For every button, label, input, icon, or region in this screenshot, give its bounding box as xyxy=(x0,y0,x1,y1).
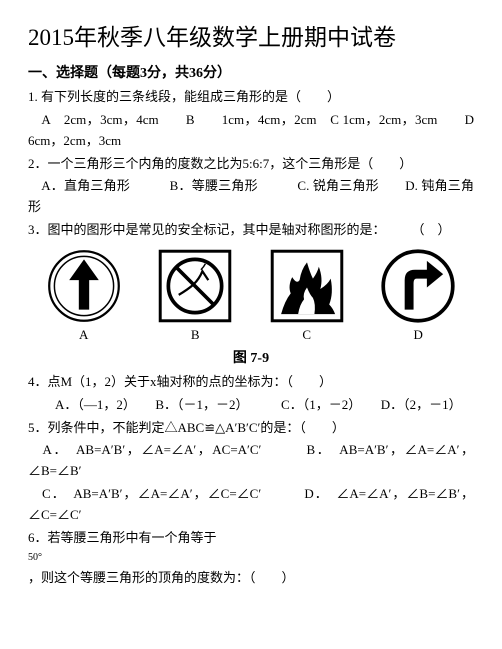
q6-text: 6．若等腰三角形中有一个角等于 xyxy=(28,528,474,549)
fire-sign-icon xyxy=(270,249,344,323)
icon-d-box: D xyxy=(381,249,455,346)
q4-opts: A．（—1，2） B．（－1，－2） C．（1，－2） D．（2，－1） xyxy=(28,395,474,416)
arrow-up-sign-icon xyxy=(47,249,121,323)
icon-c-box: C xyxy=(270,249,344,346)
icons-row: A B C D xyxy=(28,249,474,346)
turn-right-sign-icon xyxy=(381,249,455,323)
q5-text: 5．列条件中，不能判定△ABC≌△A′B′C′的是：（ ） xyxy=(28,418,474,439)
q6-deg: 50° xyxy=(28,550,474,566)
q1-opts: A 2cm，3cm，4cm B 1cm，4cm，2cm C 1cm，2cm，3c… xyxy=(28,110,474,152)
q2-opts: A．直角三角形 B．等腰三角形 C. 锐角三角形 D. 钝角三角形 xyxy=(28,176,474,218)
q4-text: 4．点M（1，2）关于x轴对称的点的坐标为：（ ） xyxy=(28,372,474,393)
icon-a-box: A xyxy=(47,249,121,346)
q3-text: 3．图中的图形中是常见的安全标记，其中是轴对称图形的是： （ ） xyxy=(28,220,474,241)
q1-text: 1. 有下列长度的三条线段，能组成三角形的是（ ） xyxy=(28,87,474,108)
icon-c-label: C xyxy=(302,325,311,346)
icon-b-label: B xyxy=(191,325,200,346)
icon-a-label: A xyxy=(79,325,88,346)
figure-caption: 图 7-9 xyxy=(28,348,474,370)
q6-text2: ，则这个等腰三角形的顶角的度数为：（ ） xyxy=(28,568,474,589)
q5-optA: A． AB=A′B′，∠A=∠A′，AC=A′C′ B． AB=A′B′，∠A=… xyxy=(28,440,474,482)
icon-d-label: D xyxy=(414,325,423,346)
no-smoking-sign-icon xyxy=(158,249,232,323)
icon-b-box: B xyxy=(158,249,232,346)
q2-text: 2．一个三角形三个内角的度数之比为5:6:7，这个三角形是（ ） xyxy=(28,154,474,175)
q5-optC: C． AB=A′B′，∠A=∠A′，∠C=∠C′ D． ∠A=∠A′，∠B=∠B… xyxy=(28,484,474,526)
page-title: 2015年秋季八年级数学上册期中试卷 xyxy=(28,20,474,57)
section-header: 一、选择题（每题3分，共36分） xyxy=(28,63,474,85)
